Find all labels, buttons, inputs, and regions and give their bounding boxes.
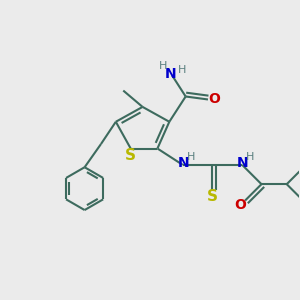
Text: H: H — [178, 65, 186, 75]
Text: H: H — [159, 61, 168, 71]
Text: N: N — [178, 156, 189, 170]
Text: N: N — [237, 156, 248, 170]
Text: O: O — [208, 92, 220, 106]
Text: H: H — [246, 152, 255, 161]
Text: O: O — [234, 198, 246, 212]
Text: N: N — [165, 67, 177, 81]
Text: S: S — [207, 189, 218, 204]
Text: H: H — [187, 152, 195, 162]
Text: S: S — [124, 148, 136, 163]
